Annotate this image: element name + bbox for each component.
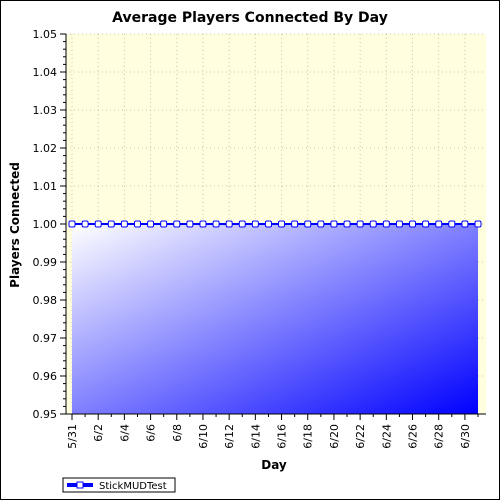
x-tick-label: 6/14 bbox=[249, 424, 262, 449]
data-point bbox=[199, 220, 207, 228]
data-point bbox=[343, 220, 351, 228]
y-tick-label: 0.96 bbox=[33, 370, 58, 383]
y-tick-label: 1.05 bbox=[33, 28, 58, 41]
y-tick-label: 1.02 bbox=[33, 142, 58, 155]
x-tick-label: 6/20 bbox=[328, 424, 341, 449]
data-point bbox=[238, 220, 246, 228]
data-point bbox=[94, 220, 102, 228]
y-tick-label: 1.00 bbox=[33, 218, 58, 231]
y-tick-label: 0.98 bbox=[33, 294, 58, 307]
data-point bbox=[133, 220, 141, 228]
data-point bbox=[356, 220, 364, 228]
x-axis-label: Day bbox=[261, 458, 287, 472]
legend-label: StickMUDTest bbox=[99, 481, 167, 492]
x-tick-label: 6/10 bbox=[197, 424, 210, 449]
legend-box bbox=[62, 477, 176, 493]
y-tick-label: 0.97 bbox=[33, 332, 58, 345]
data-point bbox=[304, 220, 312, 228]
data-point bbox=[395, 220, 403, 228]
data-point bbox=[251, 220, 259, 228]
data-point bbox=[225, 220, 233, 228]
data-point bbox=[107, 220, 115, 228]
x-tick-label: 6/4 bbox=[118, 424, 131, 442]
data-point bbox=[81, 220, 89, 228]
data-point bbox=[435, 220, 443, 228]
data-point bbox=[278, 220, 286, 228]
x-tick-label: 6/30 bbox=[459, 424, 472, 449]
data-point bbox=[422, 220, 430, 228]
x-tick-label: 6/18 bbox=[302, 424, 315, 449]
x-tick-label: 6/16 bbox=[276, 424, 289, 449]
data-point bbox=[173, 220, 181, 228]
x-tick-label: 6/28 bbox=[433, 424, 446, 449]
data-point bbox=[330, 220, 338, 228]
chart-title: Average Players Connected By Day bbox=[112, 10, 388, 26]
legend-marker bbox=[76, 481, 84, 489]
data-point bbox=[160, 220, 168, 228]
x-tick-label: 6/24 bbox=[380, 424, 393, 449]
data-point bbox=[448, 220, 456, 228]
legend: StickMUDTest bbox=[62, 477, 176, 493]
series-area bbox=[72, 224, 478, 414]
data-point bbox=[474, 220, 482, 228]
y-axis-ticks: 0.95 0.96 0.97 0.98 0.99 1.00 1.01 1.02 1.03 1.04… bbox=[33, 28, 66, 421]
data-point bbox=[264, 220, 272, 228]
y-tick-label: 1.04 bbox=[33, 66, 58, 79]
x-axis-ticks: 5/31 6/2 6/4 6/6 6/8 6/10 6/12 6/14 6/16 6/18 6/20… bbox=[66, 414, 479, 449]
y-tick-label: 1.01 bbox=[33, 180, 58, 193]
data-point bbox=[186, 220, 194, 228]
data-point bbox=[147, 220, 155, 228]
x-tick-label: 6/6 bbox=[145, 424, 158, 442]
y-tick-label: 0.95 bbox=[33, 408, 58, 421]
x-tick-label: 5/31 bbox=[66, 424, 79, 449]
data-point bbox=[382, 220, 390, 228]
x-tick-label: 6/8 bbox=[171, 424, 184, 442]
x-tick-label: 6/12 bbox=[223, 424, 236, 449]
x-tick-label: 6/22 bbox=[354, 424, 367, 449]
x-tick-label: 6/2 bbox=[92, 424, 105, 442]
data-point bbox=[291, 220, 299, 228]
data-point bbox=[409, 220, 417, 228]
data-point bbox=[68, 220, 76, 228]
x-tick-label: 6/26 bbox=[407, 424, 420, 449]
y-axis-label: Players Connected bbox=[8, 162, 22, 288]
y-tick-label: 1.03 bbox=[33, 104, 58, 117]
data-point bbox=[317, 220, 325, 228]
y-tick-label: 0.99 bbox=[33, 256, 58, 269]
series-markers bbox=[68, 220, 482, 228]
data-point bbox=[369, 220, 377, 228]
data-point bbox=[120, 220, 128, 228]
data-point bbox=[461, 220, 469, 228]
data-point bbox=[212, 220, 220, 228]
